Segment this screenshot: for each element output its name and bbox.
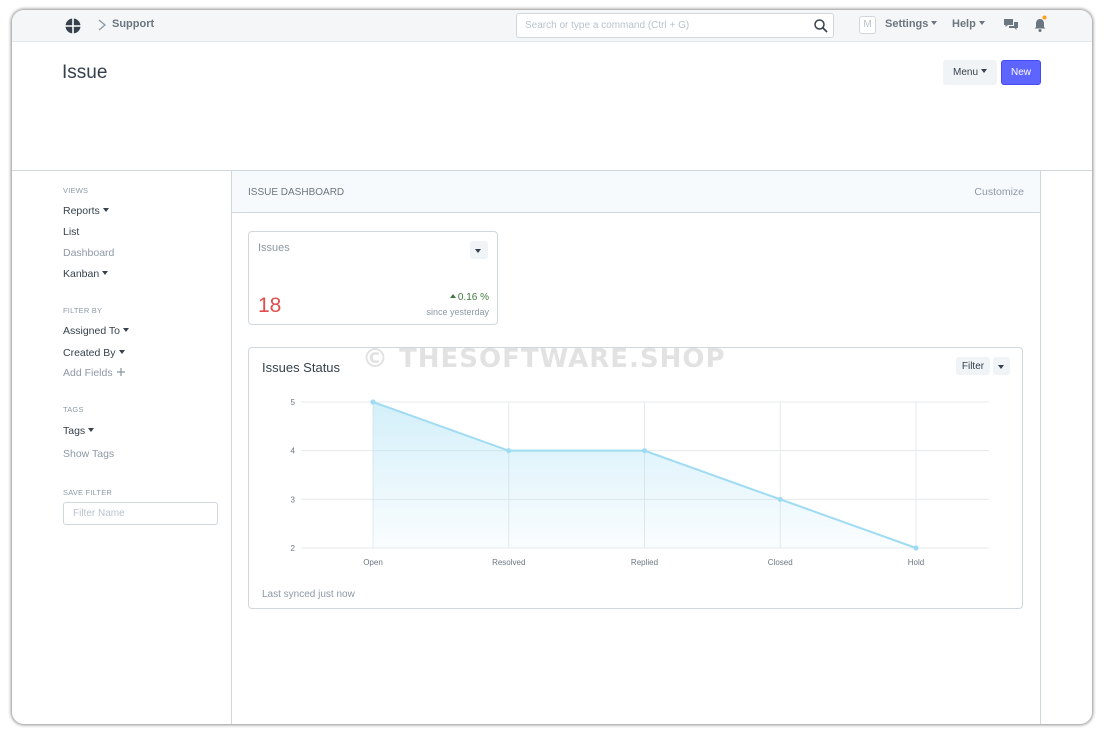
breadcrumb-support[interactable]: Support: [112, 18, 155, 30]
dashboard-header: ISSUE DASHBOARD Customize: [232, 171, 1040, 213]
sidebar-item-label: Reports: [63, 205, 100, 217]
sidebar-filter-assigned-to[interactable]: Assigned To: [63, 325, 130, 337]
sidebar-filter-created-by[interactable]: Created By: [63, 347, 125, 359]
sidebar-item-label: Kanban: [63, 268, 100, 280]
chart-filter-button[interactable]: Filter: [956, 357, 990, 375]
settings-label: Settings: [885, 18, 929, 30]
x-tick-label: Hold: [908, 558, 924, 567]
change-percent: 0.16 %: [449, 292, 489, 303]
y-tick-label: 3: [291, 495, 296, 504]
sidebar-item-label: Assigned To: [63, 325, 121, 337]
sidebar-heading-views: VIEWS: [63, 186, 89, 195]
sidebar-item-label: Created By: [63, 347, 116, 359]
issues-count-card: Issues 18 0.16 % since yesterday: [248, 231, 498, 325]
issues-status-chart-card: Issues Status Filter 2 3 4 5 Open Resolved Rep…: [248, 347, 1023, 609]
app-logo-icon[interactable]: [64, 17, 82, 35]
chevron-right-icon: [98, 19, 107, 31]
caret-down-icon: [931, 21, 938, 26]
caret-down-icon: [981, 69, 987, 74]
x-tick-label: Open: [363, 558, 383, 567]
last-synced-label: Last synced just now: [262, 589, 355, 600]
avatar[interactable]: M: [859, 16, 876, 34]
card-title: Issues: [258, 242, 290, 254]
bell-icon[interactable]: [1033, 15, 1047, 33]
search-icon[interactable]: [813, 18, 829, 34]
menu-label: Menu: [952, 67, 978, 78]
sidebar-heading-save-filter: SAVE FILTER: [63, 488, 113, 497]
data-point[interactable]: [777, 496, 783, 502]
sidebar-item-kanban[interactable]: Kanban: [63, 268, 109, 280]
show-tags-link[interactable]: Show Tags: [63, 448, 115, 460]
dashboard-panel: ISSUE DASHBOARD Customize: [231, 171, 1041, 724]
help-label: Help: [952, 18, 976, 30]
add-fields-label: Add Fields: [63, 367, 113, 379]
plus-icon: [116, 368, 125, 376]
app-window: Support Search or type a command (Ctrl +…: [12, 10, 1092, 724]
y-tick-label: 4: [291, 447, 296, 456]
caret-down-icon: [88, 428, 95, 433]
sidebar-tags-dropdown[interactable]: Tags: [63, 425, 95, 437]
help-menu[interactable]: Help: [952, 18, 985, 30]
page-title: Issue: [62, 62, 108, 83]
y-tick-label: 5: [291, 398, 296, 407]
settings-menu[interactable]: Settings: [885, 18, 938, 30]
data-point[interactable]: [641, 448, 648, 454]
search-placeholder: Search or type a command (Ctrl + G): [525, 20, 690, 31]
x-tick-label: Resolved: [492, 558, 525, 567]
divider: [12, 170, 1092, 171]
area-fill: [373, 402, 916, 548]
issues-status-chart: 2 3 4 5 Open Resolved Replied Closed Hold: [291, 398, 989, 567]
sidebar-item-list[interactable]: List: [63, 226, 80, 238]
navbar: Support Search or type a command (Ctrl +…: [12, 10, 1092, 42]
add-fields-link[interactable]: Add Fields: [63, 367, 126, 379]
sidebar-item-reports[interactable]: Reports: [63, 205, 109, 217]
y-tick-label: 2: [291, 544, 296, 553]
customize-link[interactable]: Customize: [974, 186, 1024, 198]
issues-count: 18: [258, 294, 282, 317]
chat-icon[interactable]: [1003, 17, 1019, 33]
caret-down-icon: [978, 21, 985, 26]
x-tick-label: Closed: [768, 558, 793, 567]
sidebar-item-dashboard[interactable]: Dashboard: [63, 247, 115, 259]
caret-down-icon: [118, 350, 125, 355]
caret-down-icon: [475, 249, 481, 253]
caret-down-icon: [123, 328, 130, 333]
caret-down-icon: [998, 365, 1004, 369]
sidebar-item-label: Tags: [63, 425, 86, 437]
data-point[interactable]: [506, 448, 512, 454]
card-dropdown-button[interactable]: [470, 241, 488, 259]
new-button[interactable]: New: [1001, 60, 1041, 85]
chart-filter-dropdown[interactable]: [993, 357, 1010, 375]
chart-title: Issues Status: [262, 360, 341, 375]
caret-down-icon: [102, 271, 109, 276]
sidebar-heading-filter: FILTER BY: [63, 306, 103, 315]
change-value: 0.16 %: [457, 292, 489, 303]
caret-down-icon: [102, 208, 109, 213]
data-point[interactable]: [370, 399, 376, 405]
arrow-up-icon: [449, 294, 456, 299]
x-tick-label: Replied: [631, 558, 658, 567]
filter-name-input[interactable]: Filter Name: [63, 502, 218, 525]
dashboard-title: ISSUE DASHBOARD: [248, 187, 345, 198]
data-point[interactable]: [913, 545, 919, 551]
menu-button[interactable]: Menu: [943, 60, 997, 85]
since-label: since yesterday: [426, 307, 489, 317]
search-input[interactable]: Search or type a command (Ctrl + G): [516, 13, 834, 38]
sidebar-heading-tags: TAGS: [63, 405, 84, 414]
